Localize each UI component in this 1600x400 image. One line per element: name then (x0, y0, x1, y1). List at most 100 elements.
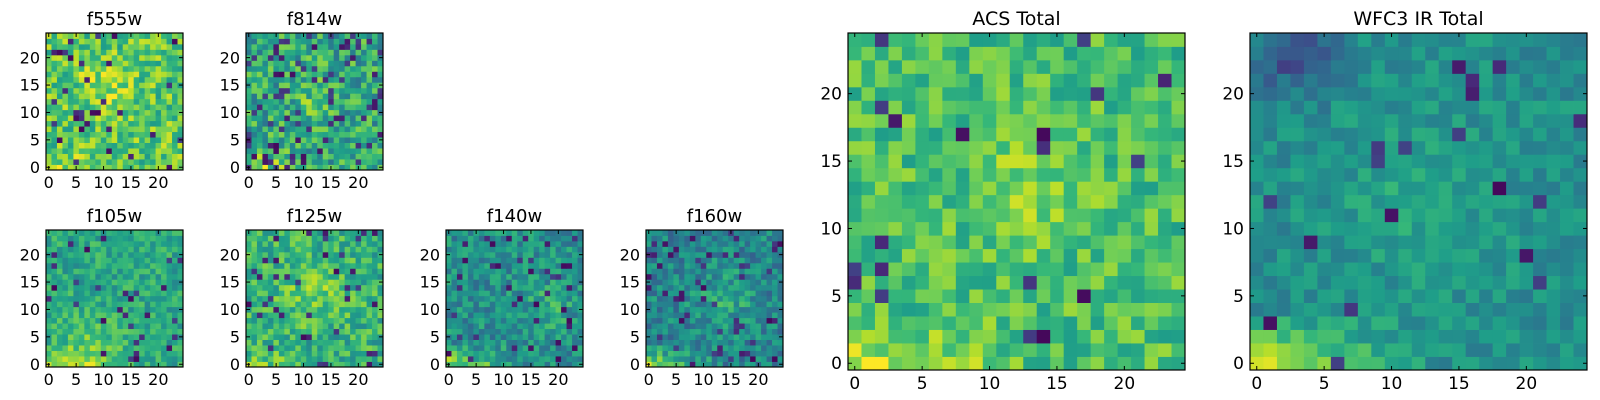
heatmap-cell (62, 71, 69, 78)
heatmap-cell (339, 317, 346, 324)
heatmap-cell (577, 317, 584, 324)
heatmap-cell (62, 82, 69, 89)
heatmap-cell (555, 268, 562, 275)
heatmap-cell (139, 295, 146, 302)
heatmap-cell (256, 328, 263, 335)
heatmap-cell (73, 38, 80, 45)
heatmap-cell (139, 251, 146, 258)
heatmap-cell (100, 262, 107, 269)
heatmap-cell (46, 159, 52, 165)
heatmap-cell (67, 279, 74, 286)
heatmap-cell (377, 71, 384, 78)
heatmap-cell (577, 295, 584, 302)
heatmap-cell (372, 43, 378, 50)
heatmap-cell (528, 339, 535, 346)
heatmap-cell (67, 142, 74, 149)
heatmap-cell (1144, 208, 1159, 223)
heatmap-cell (750, 290, 756, 297)
heatmap-cell (166, 279, 173, 286)
heatmap-cell (706, 268, 713, 275)
heatmap-cell (684, 350, 691, 357)
heatmap-cell (566, 284, 573, 291)
heatmap-cell (177, 93, 184, 100)
heatmap-cell (656, 235, 663, 242)
heatmap-cell (333, 295, 340, 302)
heatmap-cell (1263, 289, 1278, 303)
heatmap-cell (67, 230, 74, 236)
heatmap-cell (1171, 33, 1186, 47)
heatmap-cell (295, 115, 302, 122)
heatmap-cell (651, 334, 658, 340)
heatmap-cell (295, 120, 302, 127)
y-tick-label: 10 (820, 219, 842, 239)
heatmap-cell (955, 181, 970, 196)
heatmap-cell (451, 273, 458, 280)
heatmap-cell (577, 257, 584, 264)
heatmap-cell (78, 49, 85, 56)
heatmap-cell (256, 126, 263, 133)
heatmap-cell (117, 148, 124, 154)
y-tick-label: 10 (220, 300, 240, 319)
heatmap-cell (996, 73, 1011, 88)
heatmap-cell (544, 306, 551, 313)
heatmap-cell (262, 328, 269, 335)
heatmap-cell (517, 306, 524, 313)
heatmap-cell (451, 295, 458, 302)
heatmap-cell (339, 345, 346, 351)
heatmap-cell (577, 356, 584, 362)
heatmap-cell (267, 98, 274, 105)
heatmap-cell (51, 93, 58, 100)
heatmap-cell (561, 273, 567, 280)
heatmap-cell (728, 323, 735, 330)
heatmap-cell (289, 350, 296, 357)
heatmap-cell (78, 60, 85, 67)
heatmap-cell (555, 235, 562, 242)
heatmap-cell (678, 240, 685, 247)
heatmap-cell (161, 273, 167, 280)
heatmap-cell (1077, 140, 1092, 155)
heatmap-cell (144, 328, 151, 335)
heatmap-cell (295, 43, 302, 50)
heatmap-cell (278, 76, 285, 83)
heatmap-cell (84, 251, 91, 258)
heatmap-cell (446, 301, 452, 308)
heatmap-cell (861, 46, 876, 61)
heatmap-cell (1117, 343, 1132, 357)
heatmap-cell (1533, 316, 1547, 330)
heatmap-cell (717, 257, 724, 264)
heatmap-cell (377, 126, 384, 133)
heatmap-cell (95, 235, 102, 242)
y-tick-label: 15 (620, 273, 640, 292)
heatmap-cell (506, 235, 513, 242)
heatmap-cell (56, 54, 63, 61)
heatmap-cell (544, 257, 551, 264)
heatmap-cell (555, 262, 562, 269)
heatmap-cell (969, 194, 984, 209)
heatmap-cell (251, 65, 258, 72)
heatmap-cell (300, 262, 307, 269)
heatmap-cell (133, 142, 140, 149)
heatmap-cell (366, 356, 373, 362)
heatmap-cell (295, 33, 302, 39)
heatmap-cell (1290, 194, 1305, 209)
heatmap-cell (166, 137, 173, 143)
heatmap-cell (366, 109, 373, 116)
heatmap-cell (300, 131, 307, 138)
heatmap-cell (533, 290, 540, 297)
heatmap-cell (344, 148, 351, 154)
heatmap-cell (539, 317, 546, 324)
heatmap-cell (56, 109, 63, 116)
heatmap-cell (284, 93, 291, 100)
heatmap-cell (300, 137, 307, 143)
heatmap-cell (366, 76, 373, 83)
heatmap-cell (150, 120, 156, 127)
heatmap-cell (144, 153, 151, 160)
heatmap-cell (51, 137, 58, 143)
heatmap-cell (572, 279, 578, 286)
heatmap-cell (56, 60, 63, 67)
heatmap-cell (328, 262, 335, 269)
heatmap-cell (344, 273, 351, 280)
heatmap-cell (566, 361, 573, 368)
heatmap-cell (133, 251, 140, 258)
heatmap-cell (456, 251, 463, 258)
